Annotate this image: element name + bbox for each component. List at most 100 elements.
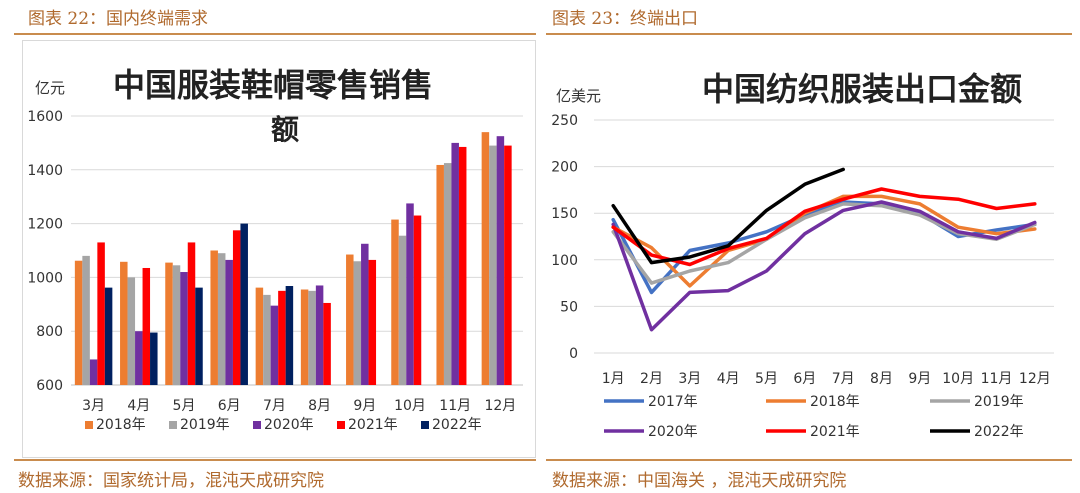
bar-y-tick-label: 600 (36, 378, 63, 394)
line-y-tick-label: 100 (551, 253, 578, 269)
line-chart-title: 中国纺织服装出口金额 (702, 70, 1022, 108)
export-line-chart: 0 50 100 150 200 250 1月 2月 3月 4月 5月 6月 7月 8月 9月 10月 11月… (551, 70, 1054, 440)
bar-2021年-6月 (232, 230, 241, 385)
line-legend: 2017年 2018年 2019年 2020年 2021年 2022年 (604, 394, 1024, 440)
bar-2020年-4月 (135, 331, 143, 385)
bar-x-tick-label: 8月 (308, 398, 331, 414)
bar-2018年-12月 (481, 132, 490, 385)
bar-chart-title-line1: 中国服装鞋帽零售销售 (113, 66, 433, 104)
line-y-axis-label: 亿美元 (556, 87, 601, 105)
bar-y-tick-label: 1600 (27, 109, 63, 125)
bar-2022年-6月 (240, 223, 248, 385)
bar-y-tick-label: 1400 (27, 163, 63, 179)
bar-y-tick-labels: 600 800 1000 1200 1400 1600 (27, 109, 63, 394)
line-x-tick-label: 3月 (678, 371, 701, 387)
left-header-rule (14, 33, 536, 35)
bar-2019年-6月 (217, 253, 226, 385)
line-x-tick-label: 8月 (870, 371, 893, 387)
retail-bar-chart: 600 800 1000 1200 1400 1600 3月 4月 5月 6月 7月 8月 9月 10月… (27, 66, 523, 433)
line-x-tick-label: 7月 (832, 371, 855, 387)
bar-2021年-10月 (413, 215, 422, 385)
bar-2018年-7月 (255, 287, 264, 385)
right-source: 数据来源：中国海关 ，混沌天成研究院 (552, 471, 847, 491)
bar-2022年-7月 (285, 286, 294, 385)
line-x-tick-label: 12月 (1019, 371, 1051, 387)
bar-2021年-12月 (504, 145, 512, 385)
bar-2020年-6月 (225, 259, 233, 385)
bar-2020年-8月 (315, 285, 324, 385)
bar-2019年-3月 (82, 255, 90, 385)
bar-2022年-4月 (150, 332, 158, 385)
bar-2019年-5月 (172, 265, 181, 385)
bar-marks (74, 132, 512, 385)
line-x-tick-label: 11月 (981, 371, 1013, 387)
bar-legend-swatch (253, 421, 261, 429)
bar-2020年-5月 (180, 272, 188, 385)
bar-x-tick-label: 10月 (394, 398, 426, 414)
bar-2019年-7月 (263, 294, 271, 385)
bar-2022年-5月 (195, 287, 203, 385)
bar-2019年-9月 (353, 261, 362, 385)
line-y-tick-labels: 0 50 100 150 200 250 (551, 113, 578, 362)
line-series-marks (611, 167, 1037, 332)
bar-legend-swatch (85, 421, 93, 429)
bar-2021年-4月 (142, 267, 151, 385)
bar-2021年-11月 (458, 146, 467, 385)
bar-y-tick-label: 1000 (27, 270, 63, 286)
bar-legend-swatch (421, 421, 429, 429)
bar-y-tick-label: 800 (36, 324, 63, 340)
bar-legend-swatch (169, 421, 177, 429)
line-legend-label: 2020年 (648, 424, 698, 440)
line-legend-label: 2022年 (974, 424, 1024, 440)
line-y-tick-label: 250 (551, 113, 578, 129)
line-legend-label: 2018年 (810, 394, 860, 410)
bar-2021年-3月 (97, 242, 105, 385)
bar-2021年-7月 (278, 290, 286, 385)
bar-2019年-12月 (489, 145, 497, 385)
line-legend-label: 2017年 (648, 394, 698, 410)
bar-2021年-9月 (368, 259, 377, 385)
bar-2020年-9月 (361, 243, 369, 385)
left-figure-title: 图表 22：国内终端需求 (28, 9, 209, 29)
bar-2019年-10月 (398, 235, 407, 385)
line-x-tick-label: 2月 (640, 371, 663, 387)
bar-2020年-10月 (406, 203, 414, 385)
bar-2018年-10月 (391, 219, 399, 385)
line-x-tick-label: 4月 (717, 371, 740, 387)
line-series-2020年 (611, 200, 1037, 332)
bar-x-tick-label: 11月 (439, 398, 471, 414)
bar-2021年-8月 (323, 302, 331, 385)
right-footer-rule (546, 459, 1072, 461)
bar-2020年-11月 (451, 142, 459, 385)
bar-2018年-8月 (300, 289, 309, 385)
export-chart-panel: 0 50 100 150 200 250 1月 2月 3月 4月 5月 6月 7月 8月 9月 10月 11月… (546, 46, 1072, 456)
bar-chart-title-line2: 额 (271, 113, 299, 146)
right-figure-title: 图表 23：终端出口 (552, 9, 699, 29)
right-header-rule (546, 33, 1072, 35)
bar-x-tick-label: 9月 (353, 398, 376, 414)
line-y-tick-label: 150 (551, 206, 578, 222)
bar-2018年-5月 (165, 262, 173, 385)
bar-2021年-5月 (187, 242, 196, 385)
bar-legend-swatch (337, 421, 345, 429)
line-x-tick-labels: 1月 2月 3月 4月 5月 6月 7月 8月 9月 10月 11月 12月 (602, 371, 1051, 387)
bar-2018年-9月 (346, 254, 354, 385)
bar-2019年-4月 (127, 277, 136, 385)
retail-chart-panel: 600 800 1000 1200 1400 1600 3月 4月 5月 6月 7月 8月 9月 10月… (22, 40, 536, 458)
bar-y-tick-label: 1200 (27, 217, 63, 233)
line-x-tick-label: 5月 (755, 371, 778, 387)
bar-x-tick-label: 3月 (82, 398, 105, 414)
bar-x-tick-label: 12月 (484, 398, 516, 414)
bar-2020年-7月 (270, 305, 279, 385)
bar-x-tick-label: 6月 (218, 398, 241, 414)
bar-2019年-11月 (443, 163, 452, 385)
bar-x-tick-label: 4月 (127, 398, 150, 414)
bar-legend-label: 2018年 (96, 417, 146, 433)
bar-2018年-4月 (120, 261, 128, 385)
left-source: 数据来源：国家统计局，混沌天成研究院 (18, 471, 324, 491)
left-footer-rule (14, 459, 536, 461)
bar-legend-label: 2019年 (180, 417, 230, 433)
line-y-tick-label: 50 (560, 299, 578, 315)
line-series-2022年 (611, 167, 845, 265)
bar-2018年-11月 (436, 164, 444, 385)
